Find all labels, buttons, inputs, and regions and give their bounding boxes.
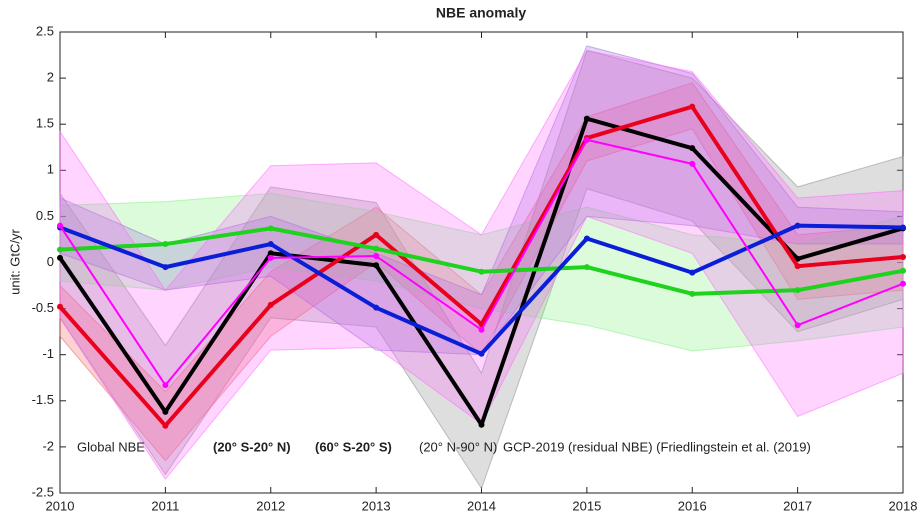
x-tick-label: 2013 (362, 498, 391, 513)
data-point (373, 253, 380, 260)
data-point (267, 301, 274, 308)
x-tick-label: 2017 (783, 498, 812, 513)
data-point (689, 103, 696, 110)
data-point (162, 241, 169, 248)
y-axis-label: unit: GtC/yr (7, 228, 22, 294)
data-point (57, 222, 63, 229)
data-point (900, 267, 906, 274)
data-point (162, 422, 169, 429)
x-tick-label: 2010 (46, 498, 75, 513)
x-tick-label: 2018 (889, 498, 918, 513)
data-point (267, 254, 274, 261)
x-tick-label: 2011 (151, 498, 179, 513)
data-point (373, 262, 380, 269)
data-point (478, 350, 485, 357)
data-point (689, 269, 696, 276)
data-point (267, 250, 274, 257)
data-point (162, 408, 169, 415)
data-point (689, 160, 696, 167)
data-point (900, 224, 906, 231)
data-point (373, 304, 380, 311)
y-tick-label: -1.5 (32, 392, 54, 407)
legend-entry: (20° N-90° N) (419, 439, 497, 454)
data-point (794, 287, 801, 294)
y-tick-label: 2.5 (36, 23, 54, 38)
data-point (478, 268, 485, 275)
data-point (583, 235, 590, 242)
x-tick-label: 2016 (678, 498, 707, 513)
y-tick-label: -2.5 (32, 484, 54, 499)
data-point (162, 264, 169, 271)
data-point (689, 290, 696, 297)
data-point (583, 136, 590, 143)
legend-entry: Global NBE (77, 439, 145, 454)
y-tick-label: -0.5 (32, 300, 54, 315)
data-point (373, 245, 380, 252)
y-tick-label: 0.5 (36, 208, 54, 223)
chart-title: NBE anomaly (436, 5, 526, 21)
data-point (373, 231, 380, 238)
data-point (267, 225, 274, 232)
data-point (794, 222, 801, 229)
data-point (689, 145, 696, 152)
data-point (583, 264, 590, 271)
data-point (900, 253, 906, 260)
uncertainty-band (59, 49, 904, 481)
data-point (57, 254, 63, 261)
y-tick-label: 2 (47, 70, 54, 85)
x-tick-label: 2012 (256, 498, 285, 513)
data-point (267, 241, 274, 248)
data-point (162, 382, 169, 389)
data-point (57, 246, 63, 253)
legend-entry: (20° S-20° N) (213, 439, 291, 454)
y-tick-label: -2 (42, 438, 54, 453)
y-tick-label: -1 (42, 346, 54, 361)
data-point (57, 303, 63, 310)
legend-entry: GCP-2019 (residual NBE) (Friedlingstein … (503, 439, 811, 454)
data-point (900, 280, 906, 287)
y-tick-label: 0 (47, 254, 54, 269)
y-tick-label: 1 (47, 162, 54, 177)
data-point (794, 322, 801, 329)
x-tick-label: 2014 (467, 498, 496, 513)
data-point (794, 263, 801, 270)
y-tick-label: 1.5 (36, 116, 54, 131)
data-point (583, 115, 590, 122)
data-point (478, 326, 485, 333)
data-point (478, 421, 485, 428)
x-tick-label: 2015 (572, 498, 601, 513)
legend-entry: (60° S-20° S) (315, 439, 392, 454)
